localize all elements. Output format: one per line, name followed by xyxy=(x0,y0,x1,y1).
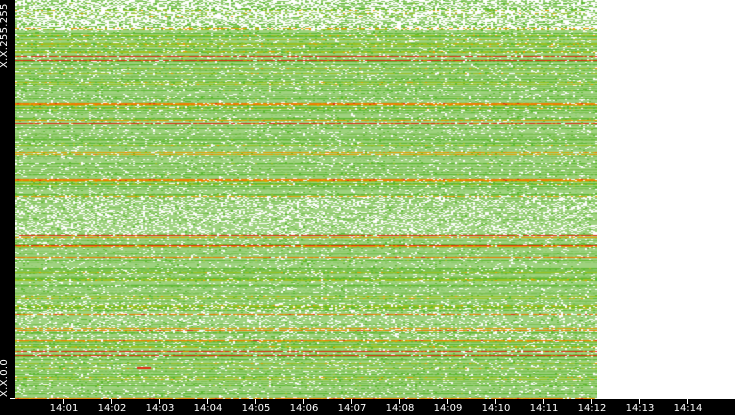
x-tick-label: 14:08 xyxy=(385,403,415,414)
x-tick xyxy=(591,399,592,404)
x-tick xyxy=(399,399,400,404)
x-tick-label: 14:13 xyxy=(625,403,655,414)
x-tick-label: 14:11 xyxy=(529,403,559,414)
x-tick xyxy=(255,399,256,404)
x-tick xyxy=(207,399,208,404)
x-tick xyxy=(495,399,496,404)
x-tick xyxy=(303,399,304,404)
x-tick xyxy=(543,399,544,404)
x-tick-label: 14:01 xyxy=(49,403,79,414)
x-tick-label: 14:07 xyxy=(337,403,367,414)
x-tick xyxy=(63,399,64,404)
x-tick-label: 14:02 xyxy=(97,403,127,414)
x-tick-label: 14:05 xyxy=(241,403,271,414)
x-tick-label: 14:06 xyxy=(289,403,319,414)
x-tick xyxy=(159,399,160,404)
x-tick-label: 14:09 xyxy=(433,403,463,414)
x-tick-label: 14:10 xyxy=(481,403,511,414)
y-label-top: X.X.255.255 xyxy=(0,3,10,68)
y-tick xyxy=(10,398,15,399)
x-tick xyxy=(687,399,688,404)
heatmap-canvas xyxy=(15,0,597,399)
x-tick-label: 14:04 xyxy=(193,403,223,414)
x-tick xyxy=(447,399,448,404)
y-axis-bar: X.X.255.255 X.X.0.0 xyxy=(0,0,15,400)
y-label-bottom: X.X.0.0 xyxy=(0,358,10,397)
x-tick xyxy=(351,399,352,404)
x-tick-label: 14:14 xyxy=(673,403,703,414)
x-tick xyxy=(639,399,640,404)
x-tick-label: 14:03 xyxy=(145,403,175,414)
x-tick xyxy=(111,399,112,404)
x-tick-label: 14:12 xyxy=(577,403,607,414)
x-axis-bar xyxy=(0,399,735,415)
